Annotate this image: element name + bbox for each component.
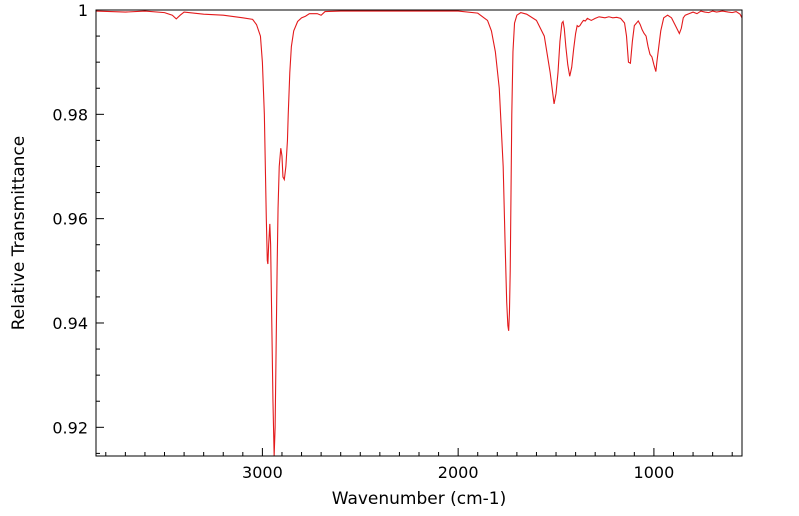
x-tick-labels: 3000 2000 1000 [242, 463, 674, 482]
y-tick-labels: 0.92 0.94 0.96 0.98 1 [52, 1, 88, 437]
axis-ticks [96, 9, 733, 456]
y-tick-label: 0.92 [52, 418, 88, 437]
x-tick-label: 2000 [438, 463, 479, 482]
x-tick-label: 3000 [242, 463, 283, 482]
x-axis-label: Wavenumber (cm-1) [332, 489, 507, 509]
y-tick-label: 1 [78, 1, 88, 20]
x-tick-label: 1000 [634, 463, 675, 482]
y-axis-label: Relative Transmittance [9, 136, 29, 331]
y-tick-label: 0.96 [52, 210, 88, 229]
plot-frame [95, 9, 743, 457]
transmittance-series-line [95, 10, 743, 457]
y-tick-label: 0.94 [52, 314, 88, 333]
y-tick-label: 0.98 [52, 105, 88, 124]
